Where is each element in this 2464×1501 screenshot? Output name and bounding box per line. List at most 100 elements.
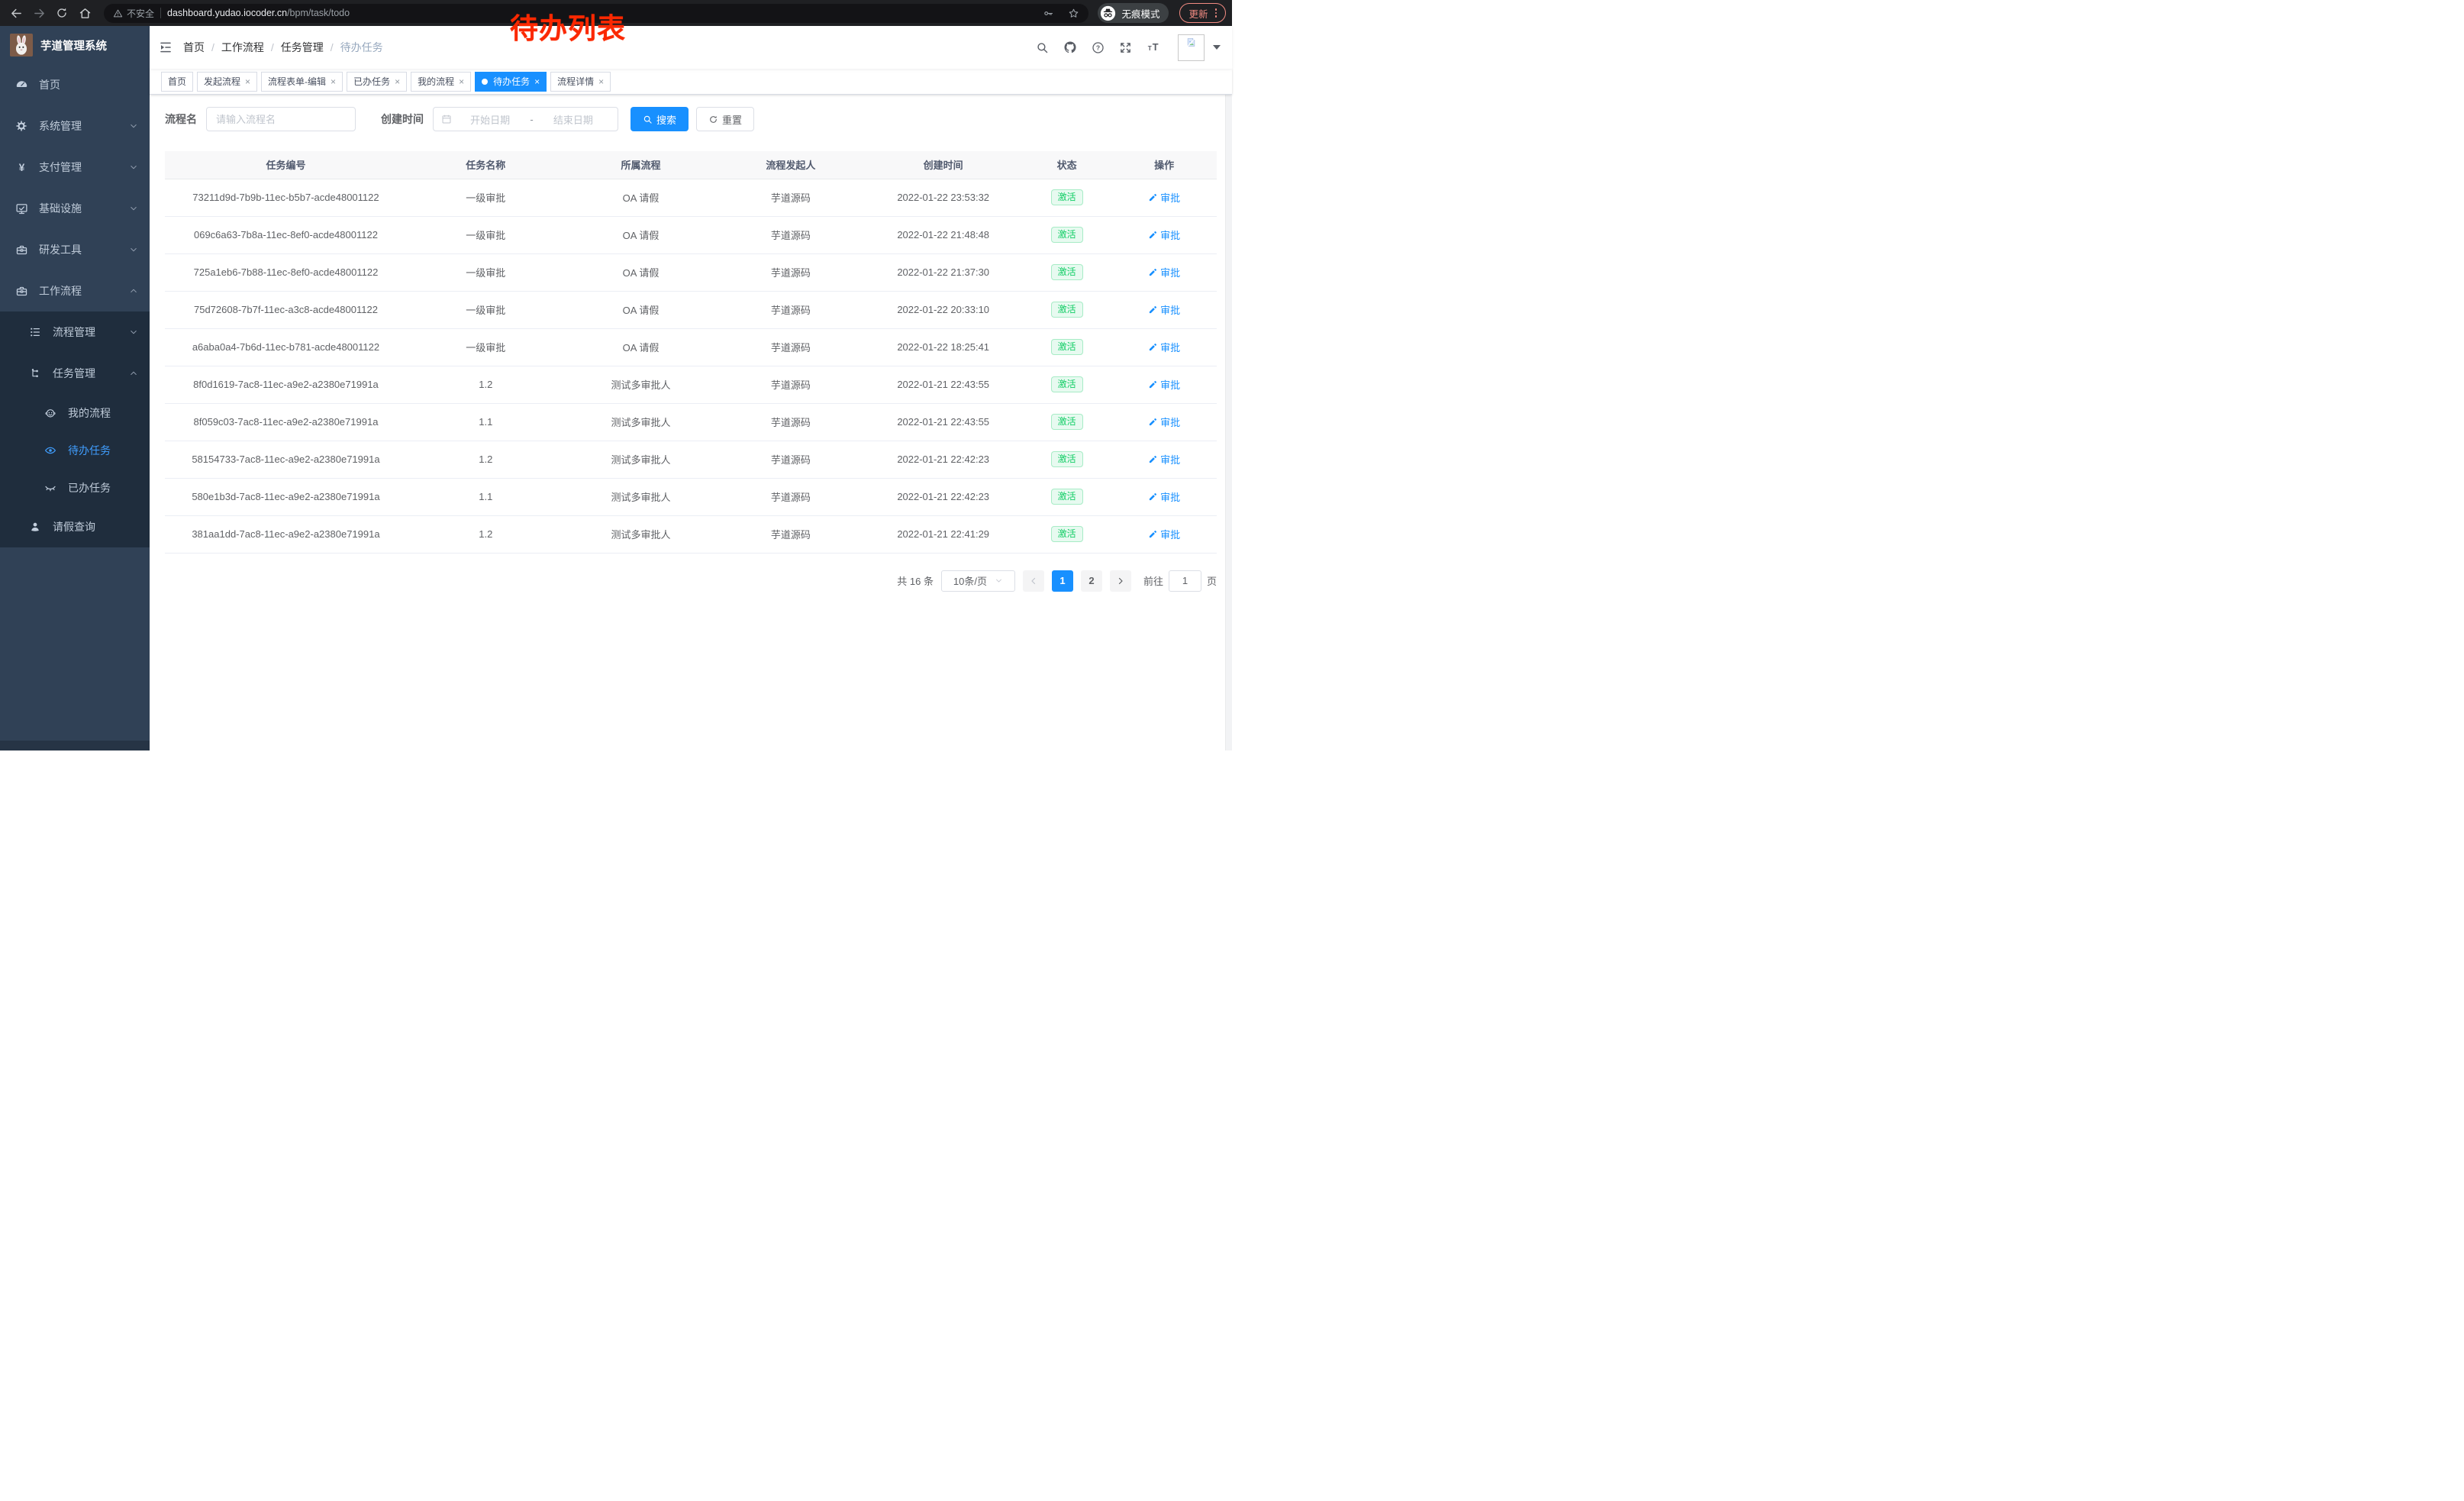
tab-home[interactable]: 首页 (161, 71, 194, 92)
update-label: 更新 (1188, 8, 1208, 20)
address-bar[interactable]: 不安全 dashboard.yudao.iocoder.cn/bpm/task/… (104, 3, 1089, 23)
status-badge: 激活 (1050, 451, 1083, 467)
cell-task-name: 一级审批 (406, 291, 565, 329)
cell-task-id: a6aba0a4-7b6d-11ec-b781-acde48001122 (165, 328, 407, 366)
end-date-placeholder[interactable]: 结束日期 (553, 114, 593, 126)
font-size-icon[interactable] (1147, 40, 1162, 54)
user-icon (29, 521, 42, 533)
cell-initiator: 芋道源码 (717, 328, 865, 366)
key-icon[interactable] (1043, 8, 1054, 19)
window-scrollbar[interactable] (1225, 26, 1232, 750)
help-icon[interactable] (1092, 41, 1105, 54)
back-icon[interactable] (6, 3, 26, 23)
start-date-placeholder[interactable]: 开始日期 (470, 114, 511, 126)
sidebar-item-leave-query[interactable]: 请假查询 (0, 506, 150, 547)
close-icon[interactable]: × (331, 76, 337, 87)
page-size-select[interactable]: 10条/页 (940, 570, 1015, 592)
search-button[interactable]: 搜索 (631, 107, 689, 131)
home-icon[interactable] (75, 3, 95, 23)
tab-start-process[interactable]: 发起流程 × (197, 71, 258, 92)
goto-page-input[interactable] (1168, 570, 1201, 592)
tab-done-tasks[interactable]: 已办任务 × (347, 71, 408, 92)
sidebar-item-workflow[interactable]: 工作流程 (0, 270, 150, 311)
pencil-icon (1148, 530, 1157, 539)
cell-task-name: 1.1 (406, 478, 565, 516)
pencil-icon (1148, 343, 1157, 352)
sidebar-item-home[interactable]: 首页 (0, 64, 150, 105)
breadcrumb-workflow[interactable]: 工作流程 (221, 41, 264, 53)
breadcrumb-home[interactable]: 首页 (183, 41, 205, 53)
close-icon[interactable]: × (598, 76, 605, 87)
col-created: 创建时间 (864, 151, 1023, 179)
browser-update-button[interactable]: 更新 (1179, 3, 1226, 23)
search-icon[interactable] (1036, 41, 1049, 54)
github-icon[interactable] (1063, 40, 1077, 54)
process-name-input[interactable] (206, 107, 356, 131)
sidebar-fold-icon[interactable] (159, 40, 173, 54)
pagination-total: 共 16 条 (897, 576, 934, 587)
briefcase-icon (15, 285, 28, 298)
star-icon[interactable] (1068, 8, 1079, 19)
approve-link[interactable]: 审批 (1148, 489, 1180, 504)
approve-link[interactable]: 审批 (1148, 527, 1180, 541)
next-page-button[interactable] (1109, 570, 1131, 592)
broken-image-icon (1185, 37, 1197, 48)
sidebar-item-infra[interactable]: 基础设施 (0, 188, 150, 229)
avatar[interactable] (1178, 34, 1205, 61)
range-separator: - (530, 113, 534, 125)
sidebar-item-task-mgmt[interactable]: 任务管理 (0, 353, 150, 394)
fullscreen-icon[interactable] (1119, 41, 1132, 54)
approve-link[interactable]: 审批 (1148, 340, 1180, 354)
approve-link[interactable]: 审批 (1148, 415, 1180, 429)
close-icon[interactable]: × (459, 76, 465, 87)
approve-link[interactable]: 审批 (1148, 228, 1180, 242)
prev-page-button[interactable] (1022, 570, 1044, 592)
sidebar-item-process-mgmt[interactable]: 流程管理 (0, 311, 150, 353)
url-path: /bpm/task/todo (287, 8, 350, 18)
sidebar-item-system[interactable]: 系统管理 (0, 105, 150, 147)
table-row: 580e1b3d-7ac8-11ec-a9e2-a2380e71991a 1.1… (165, 478, 1217, 516)
approve-link[interactable]: 审批 (1148, 302, 1180, 317)
sidebar-item-devtools[interactable]: 研发工具 (0, 229, 150, 270)
cell-task-name: 1.2 (406, 441, 565, 479)
reset-button[interactable]: 重置 (696, 107, 755, 131)
cell-task-name: 一级审批 (406, 216, 565, 254)
breadcrumb-task-mgmt[interactable]: 任务管理 (280, 41, 324, 53)
close-icon[interactable]: × (395, 76, 401, 87)
close-icon[interactable]: × (245, 76, 251, 87)
approve-link[interactable]: 审批 (1148, 452, 1180, 466)
cell-task-id: 725a1eb6-7b88-11ec-8ef0-acde48001122 (165, 253, 407, 292)
approve-link[interactable]: 审批 (1148, 190, 1180, 205)
security-chip[interactable]: 不安全 (113, 7, 154, 20)
col-actions: 操作 (1111, 151, 1217, 179)
cell-created: 2022-01-22 21:48:48 (864, 216, 1023, 254)
browser-menu-icon[interactable] (1214, 8, 1217, 18)
chevron-down-icon (129, 204, 138, 213)
chevron-right-icon (1116, 576, 1125, 586)
page-button-2[interactable]: 2 (1080, 570, 1102, 592)
page-button-1[interactable]: 1 (1051, 570, 1073, 592)
date-range-picker[interactable]: 开始日期 - 结束日期 (433, 107, 618, 131)
cell-created: 2022-01-22 21:37:30 (864, 253, 1023, 292)
gear-icon (15, 120, 28, 132)
approve-link[interactable]: 审批 (1148, 377, 1180, 392)
sidebar-item-my-process[interactable]: 我的流程 (0, 394, 150, 431)
tab-my-process[interactable]: 我的流程 × (411, 71, 472, 92)
forward-icon[interactable] (29, 3, 49, 23)
status-badge: 激活 (1050, 414, 1083, 430)
tab-todo-tasks[interactable]: 待办任务 × (475, 71, 547, 92)
close-icon[interactable]: × (534, 76, 540, 87)
approve-link[interactable]: 审批 (1148, 265, 1180, 279)
sidebar-item-todo-tasks[interactable]: 待办任务 (0, 431, 150, 469)
tags-view-bar: 首页 发起流程 × 流程表单-编辑 × 已办任务 × 我的流程 × 待办任务 × 流程详情… (150, 69, 1232, 95)
search-icon (643, 115, 653, 124)
sidebar-item-done-tasks[interactable]: 已办任务 (0, 469, 150, 506)
sidebar-logo[interactable]: 芋道管理系统 (0, 26, 150, 64)
sidebar-item-payment[interactable]: 支付管理 (0, 147, 150, 188)
omnibox-divider (160, 8, 162, 18)
reload-icon[interactable] (52, 3, 72, 23)
tab-process-detail[interactable]: 流程详情 × (550, 71, 611, 92)
tab-form-edit[interactable]: 流程表单-编辑 × (261, 71, 343, 92)
cell-process: 测试多审批人 (564, 366, 718, 404)
user-menu[interactable] (1178, 34, 1221, 61)
